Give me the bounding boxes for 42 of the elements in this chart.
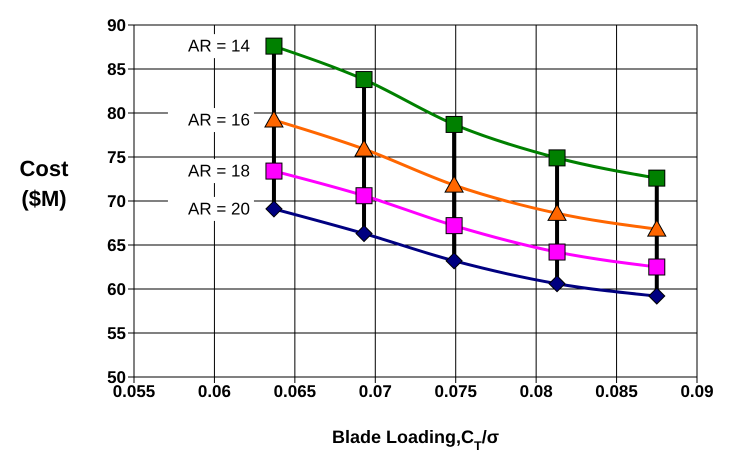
point: [548, 244, 566, 261]
x-tick-label: 0.07: [358, 382, 392, 402]
point: [265, 38, 282, 55]
point: [648, 288, 666, 305]
y-tick-label: 80: [107, 104, 126, 124]
x-tick-label: 0.055: [112, 382, 156, 402]
point: [548, 149, 566, 166]
point: [648, 258, 666, 276]
series-label: AR = 14: [188, 36, 250, 56]
y-tick-label: 60: [107, 280, 126, 300]
y-tick-label: 65: [107, 236, 126, 256]
point: [446, 116, 463, 133]
x-tick-label: 0.075: [434, 382, 477, 402]
point: [354, 140, 374, 157]
y-tick-label: 75: [107, 148, 126, 168]
point: [265, 200, 282, 218]
point: [264, 110, 284, 128]
x-tick-label: 0.06: [198, 382, 231, 402]
y-tick-label: 55: [107, 324, 126, 344]
y-axis-title: Cost ($M): [20, 156, 70, 211]
point: [648, 170, 666, 187]
series-label: AR = 16: [188, 110, 250, 130]
x-tick-label: 0.08: [520, 382, 553, 402]
x-axis-title: Blade Loading,C$_{T}$/σ: [332, 427, 500, 453]
point: [265, 162, 282, 180]
point: [444, 176, 464, 193]
y-tick-label: 85: [107, 60, 126, 80]
point: [356, 225, 373, 242]
x-tick-label: 0.085: [595, 382, 638, 402]
x-tick-label: 0.09: [680, 382, 714, 402]
series-label: AR = 20: [188, 199, 250, 218]
point: [548, 204, 567, 221]
point: [548, 275, 566, 292]
point: [356, 187, 373, 204]
y-tick-label: 90: [107, 16, 126, 36]
series-label: AR = 18: [188, 162, 250, 181]
point: [446, 252, 463, 270]
point: [356, 71, 373, 88]
point: [647, 220, 666, 237]
y-tick-label: 70: [107, 192, 126, 212]
point: [446, 217, 463, 234]
x-tick-label: 0.065: [274, 382, 316, 402]
